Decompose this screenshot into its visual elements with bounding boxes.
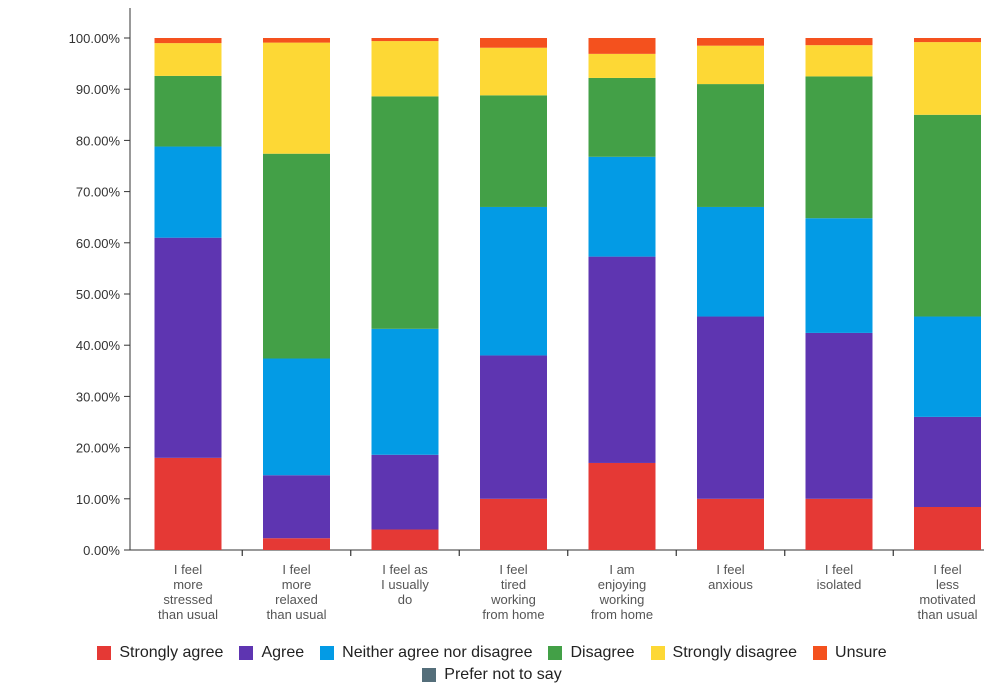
bar-neither-agree-nor-disagree-4 (588, 156, 656, 257)
y-axis: 0.00% 10.00% 20.00% 30.00% 40.00% 50.00% 60.00… (69, 8, 131, 558)
bar-strongly-disagree-7 (914, 42, 981, 115)
bar-disagree-4 (588, 77, 656, 157)
bar-disagree-6 (805, 76, 873, 219)
legend-label: Strongly agree (119, 644, 224, 661)
legend-label: Prefer not to say (444, 666, 562, 683)
legend-row-2: Prefer not to say (0, 666, 984, 684)
legend-swatch (422, 668, 437, 682)
category-label: I feel tired working from home (482, 562, 544, 622)
category-label: I feel anxious (708, 562, 753, 592)
bar-strongly-agree-0 (154, 457, 222, 550)
stacked-bar-chart: 0.00% 10.00% 20.00% 30.00% 40.00% 50.00% 60.00… (69, 8, 984, 622)
bar-strongly-agree-2 (371, 529, 439, 550)
bar-neither-agree-nor-disagree-5 (697, 206, 764, 317)
bar-strongly-agree-1 (263, 538, 330, 550)
y-tick-label: 40.00% (76, 338, 121, 353)
y-tick-label: 50.00% (76, 287, 121, 302)
bar-strongly-agree-5 (697, 498, 764, 550)
legend-swatch (320, 646, 335, 660)
bar-neither-agree-nor-disagree-7 (914, 316, 981, 417)
legend-swatch (239, 646, 254, 660)
legend-item: Strongly agree (97, 644, 223, 662)
legend-swatch (548, 646, 563, 660)
y-tick-label: 60.00% (76, 236, 121, 251)
bar-strongly-disagree-6 (805, 45, 873, 77)
bar-strongly-disagree-3 (480, 47, 547, 96)
x-axis (130, 549, 984, 556)
y-tick-label: 70.00% (76, 185, 121, 200)
legend-label: Agree (261, 644, 305, 661)
bar-strongly-disagree-1 (263, 42, 330, 154)
legend-item: Neither agree nor disagree (320, 644, 532, 662)
bar-unsure-6 (805, 38, 873, 46)
bar-agree-4 (588, 256, 656, 463)
bar-disagree-1 (263, 153, 330, 359)
legend-label: Strongly disagree (672, 644, 798, 661)
legend-label: Unsure (835, 644, 887, 661)
category-label: I feel more relaxed than usual (267, 562, 327, 622)
y-tick-label: 80.00% (76, 133, 121, 148)
bar-unsure-7 (914, 38, 981, 43)
legend-swatch (650, 646, 665, 660)
legend-swatch (97, 646, 112, 660)
bar-agree-5 (697, 316, 764, 499)
bar-agree-7 (914, 416, 981, 507)
bar-strongly-disagree-0 (154, 43, 222, 76)
bar-strongly-disagree-4 (588, 53, 656, 78)
bar-neither-agree-nor-disagree-6 (805, 218, 873, 333)
category-label: I feel as I usually do (381, 562, 429, 607)
category-label: I feel isolated (817, 562, 862, 592)
legend-item: Prefer not to say (422, 666, 562, 684)
category-label: I feel less motivated than usual (918, 562, 978, 622)
bar-agree-1 (263, 475, 330, 539)
bar-disagree-2 (371, 96, 439, 329)
bar-unsure-5 (697, 38, 764, 46)
bars (154, 38, 981, 550)
bar-disagree-7 (914, 114, 981, 317)
y-tick-label: 90.00% (76, 82, 121, 97)
bar-neither-agree-nor-disagree-3 (480, 206, 547, 356)
category-label: I am enjoying working from home (591, 562, 653, 622)
bar-agree-0 (154, 237, 222, 458)
y-tick-label: 10.00% (76, 492, 121, 507)
bar-neither-agree-nor-disagree-0 (154, 146, 222, 238)
bar-strongly-agree-6 (805, 498, 873, 550)
bar-disagree-0 (154, 75, 222, 147)
bar-strongly-disagree-5 (697, 45, 764, 85)
y-tick-label: 20.00% (76, 441, 121, 456)
bar-unsure-3 (480, 38, 547, 48)
legend-item: Strongly disagree (650, 644, 798, 662)
y-tick-label: 100.00% (69, 31, 121, 46)
bar-unsure-4 (588, 38, 656, 54)
bar-neither-agree-nor-disagree-1 (263, 358, 330, 476)
legend: Strongly agree Agree Neither agree nor dis… (0, 644, 984, 688)
legend-swatch (813, 646, 828, 660)
category-labels: I feel more stressed than usual I feel more re… (158, 562, 978, 622)
category-label: I feel more stressed than usual (158, 562, 218, 622)
bar-unsure-1 (263, 38, 330, 43)
bar-agree-2 (371, 454, 439, 530)
legend-item: Agree (239, 644, 304, 662)
bar-strongly-agree-4 (588, 462, 656, 550)
bar-strongly-agree-3 (480, 498, 547, 550)
bar-strongly-agree-7 (914, 506, 981, 550)
legend-item: Unsure (813, 644, 887, 662)
y-tick-label: 30.00% (76, 389, 121, 404)
bar-neither-agree-nor-disagree-2 (371, 328, 439, 455)
legend-label: Neither agree nor disagree (342, 644, 533, 661)
bar-disagree-5 (697, 84, 764, 207)
y-tick-label: 0.00% (83, 543, 120, 558)
bar-unsure-2 (371, 38, 439, 42)
bar-disagree-3 (480, 95, 547, 207)
legend-row-1: Strongly agree Agree Neither agree nor dis… (0, 644, 984, 662)
bar-agree-6 (805, 332, 873, 499)
legend-item: Disagree (548, 644, 635, 662)
bar-agree-3 (480, 355, 547, 499)
bar-strongly-disagree-2 (371, 41, 439, 97)
bar-unsure-0 (154, 38, 222, 44)
legend-label: Disagree (570, 644, 635, 661)
